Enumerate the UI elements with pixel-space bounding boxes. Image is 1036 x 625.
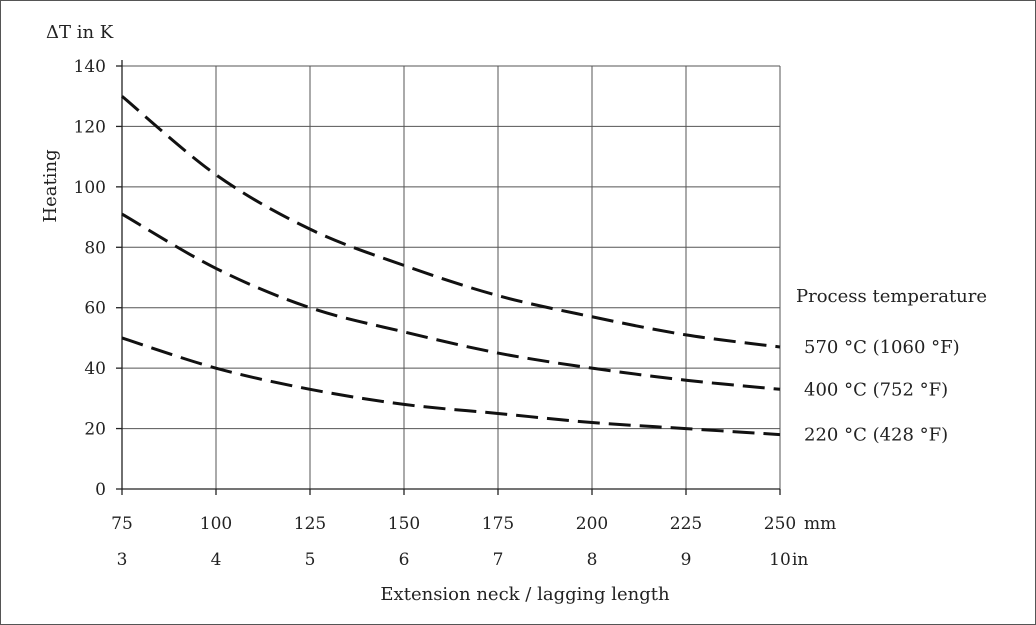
x-tick-label-mm: 225 xyxy=(670,514,702,534)
y-tick-label: 80 xyxy=(84,238,106,258)
y-tick-label: 40 xyxy=(84,359,106,379)
x-tick-label-mm: 250 xyxy=(764,514,796,534)
series-line-1 xyxy=(121,212,781,391)
y-tick-label: 100 xyxy=(74,178,106,198)
y-tick-label: 140 xyxy=(74,57,106,77)
y-axis-units-label: ΔT in K xyxy=(46,22,114,43)
x-tick-label-mm: 175 xyxy=(482,514,514,534)
y-tick-label: 120 xyxy=(74,117,106,137)
x-tick-label-mm: 75 xyxy=(111,514,133,534)
y-axis-label: Heating xyxy=(40,149,61,222)
x-tick-label-in: 8 xyxy=(587,550,598,570)
grid-lines xyxy=(122,65,781,489)
x-tick-label-in: 4 xyxy=(211,550,222,570)
x-tick-label-mm: 200 xyxy=(576,514,608,534)
series-line-2 xyxy=(121,336,781,437)
y-tick-label: 20 xyxy=(84,420,106,440)
y-tick-label: 60 xyxy=(84,299,106,319)
x-tick-label-mm: 150 xyxy=(388,514,420,534)
x-tick-label-in: 6 xyxy=(399,550,410,570)
x-axis-unit-in: in xyxy=(792,550,808,570)
data-series xyxy=(121,95,781,437)
axes xyxy=(116,60,781,495)
legend-title: Process temperature xyxy=(796,286,987,307)
x-tick-label-mm: 125 xyxy=(294,514,326,534)
x-tick-label-in: 10 xyxy=(769,550,791,570)
x-axis-label: Extension neck / lagging length xyxy=(380,584,670,605)
legend-entry-0: 570 °C (1060 °F) xyxy=(804,337,960,358)
legend-entry-2: 220 °C (428 °F) xyxy=(804,425,948,446)
x-tick-label-mm: 100 xyxy=(200,514,232,534)
x-tick-label-in: 9 xyxy=(681,550,692,570)
x-tick-label-in: 3 xyxy=(117,550,128,570)
x-axis-unit-mm: mm xyxy=(804,514,836,534)
y-tick-label: 0 xyxy=(95,480,106,500)
tick-labels: 0 20 40 60 80 100 120 140 75 3 100 4 125 5 150 6 175 7 200… xyxy=(74,57,797,570)
series-line-0 xyxy=(121,95,781,349)
legend: 570 °C (1060 °F) 400 °C (752 °F) 220 °C (4… xyxy=(804,337,960,446)
x-tick-label-in: 7 xyxy=(493,550,504,570)
x-tick-label-in: 5 xyxy=(305,550,316,570)
legend-entry-1: 400 °C (752 °F) xyxy=(804,379,948,400)
